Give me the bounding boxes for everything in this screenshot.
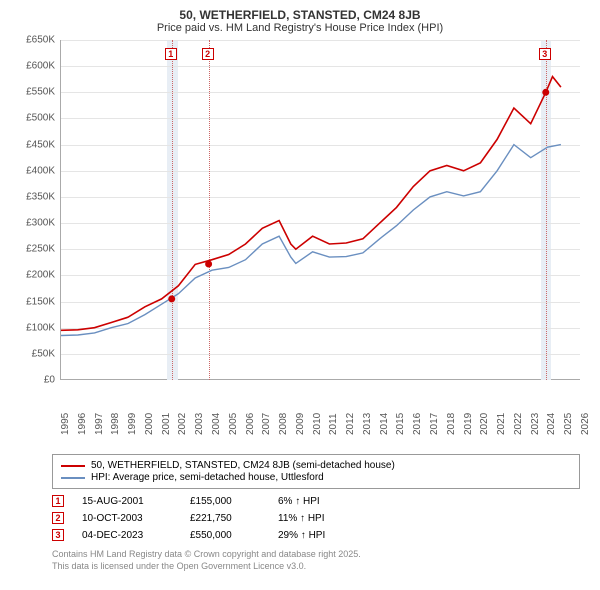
trade-pct: 6% ↑ HPI — [278, 496, 358, 507]
x-axis-label: 2006 — [245, 413, 256, 435]
plot-svg — [61, 40, 581, 380]
series-property — [61, 77, 561, 331]
data-point — [205, 261, 212, 268]
trade-price: £155,000 — [190, 496, 260, 507]
legend-label: HPI: Average price, semi-detached house,… — [91, 472, 324, 483]
marker-badge: 1 — [165, 44, 177, 62]
trade-row: 3 04-DEC-2023 £550,000 29% ↑ HPI — [52, 529, 580, 541]
trade-badge: 3 — [52, 529, 64, 541]
y-axis-label: £450K — [26, 139, 55, 150]
x-axis-label: 2005 — [228, 413, 239, 435]
x-axis-label: 2021 — [496, 413, 507, 435]
x-axis-label: 2000 — [144, 413, 155, 435]
trade-row: 2 10-OCT-2003 £221,750 11% ↑ HPI — [52, 512, 580, 524]
x-axis-label: 2022 — [513, 413, 524, 435]
x-axis-label: 2010 — [312, 413, 323, 435]
plot-area — [60, 40, 580, 380]
x-axis-label: 2007 — [261, 413, 272, 435]
x-axis-label: 1999 — [127, 413, 138, 435]
x-axis-label: 2011 — [328, 413, 339, 435]
footnote-line: This data is licensed under the Open Gov… — [52, 561, 580, 573]
legend-swatch — [61, 465, 85, 467]
chart-subtitle: Price paid vs. HM Land Registry's House … — [10, 22, 590, 34]
x-axis-label: 2018 — [446, 413, 457, 435]
y-axis-label: £650K — [26, 35, 55, 46]
y-axis-label: £300K — [26, 218, 55, 229]
trade-date: 15-AUG-2001 — [82, 496, 172, 507]
x-axis-label: 2026 — [580, 413, 591, 435]
marker-badge: 3 — [539, 44, 551, 62]
y-axis-label: £400K — [26, 165, 55, 176]
x-axis-label: 2008 — [278, 413, 289, 435]
x-axis-label: 2019 — [463, 413, 474, 435]
y-axis-label: £0 — [44, 375, 55, 386]
data-point — [542, 89, 549, 96]
chart-title: 50, WETHERFIELD, STANSTED, CM24 8JB — [10, 8, 590, 22]
x-axis-label: 1996 — [77, 413, 88, 435]
x-axis-label: 2012 — [345, 413, 356, 435]
legend-item: HPI: Average price, semi-detached house,… — [61, 472, 571, 483]
x-axis-label: 2016 — [412, 413, 423, 435]
legend-label: 50, WETHERFIELD, STANSTED, CM24 8JB (sem… — [91, 460, 395, 471]
x-axis-label: 2017 — [429, 413, 440, 435]
x-axis-label: 2015 — [395, 413, 406, 435]
x-axis-label: 2003 — [194, 413, 205, 435]
x-axis-label: 2014 — [379, 413, 390, 435]
footnote-line: Contains HM Land Registry data © Crown c… — [52, 549, 580, 561]
legend-swatch — [61, 477, 85, 479]
x-axis-label: 2009 — [295, 413, 306, 435]
x-axis-label: 2020 — [479, 413, 490, 435]
trade-row: 1 15-AUG-2001 £155,000 6% ↑ HPI — [52, 495, 580, 507]
y-axis-label: £600K — [26, 61, 55, 72]
marker-badge: 2 — [202, 44, 214, 62]
trade-badge: 2 — [52, 512, 64, 524]
x-axis-label: 2001 — [161, 413, 172, 435]
y-axis-label: £350K — [26, 191, 55, 202]
trade-date: 10-OCT-2003 — [82, 513, 172, 524]
legend-item: 50, WETHERFIELD, STANSTED, CM24 8JB (sem… — [61, 460, 571, 471]
trade-price: £550,000 — [190, 530, 260, 541]
chart-container: 50, WETHERFIELD, STANSTED, CM24 8JB Pric… — [0, 0, 600, 590]
x-axis-label: 1997 — [94, 413, 105, 435]
x-axis-label: 2023 — [530, 413, 541, 435]
trade-price: £221,750 — [190, 513, 260, 524]
x-axis-label: 2024 — [546, 413, 557, 435]
x-axis-label: 1998 — [110, 413, 121, 435]
y-axis-label: £550K — [26, 87, 55, 98]
y-axis-label: £200K — [26, 270, 55, 281]
x-axis-label: 2004 — [211, 413, 222, 435]
y-axis-label: £50K — [32, 348, 55, 359]
footnote: Contains HM Land Registry data © Crown c… — [52, 549, 580, 572]
trade-pct: 29% ↑ HPI — [278, 530, 358, 541]
trade-table: 1 15-AUG-2001 £155,000 6% ↑ HPI 2 10-OCT-2003… — [52, 495, 580, 541]
chart-area: £0 £50K £100K £150K £200K £250K £300K £350K £400… — [20, 40, 580, 410]
series-hpi — [61, 145, 561, 336]
x-axis-label: 2002 — [177, 413, 188, 435]
y-axis-label: £500K — [26, 113, 55, 124]
y-axis-label: £100K — [26, 322, 55, 333]
trade-date: 04-DEC-2023 — [82, 530, 172, 541]
x-axis-label: 1995 — [60, 413, 71, 435]
y-axis-label: £250K — [26, 244, 55, 255]
y-axis-label: £150K — [26, 296, 55, 307]
trade-badge: 1 — [52, 495, 64, 507]
legend: 50, WETHERFIELD, STANSTED, CM24 8JB (sem… — [52, 454, 580, 489]
x-axis-label: 2013 — [362, 413, 373, 435]
trade-pct: 11% ↑ HPI — [278, 513, 358, 524]
x-axis-label: 2025 — [563, 413, 574, 435]
data-point — [168, 295, 175, 302]
